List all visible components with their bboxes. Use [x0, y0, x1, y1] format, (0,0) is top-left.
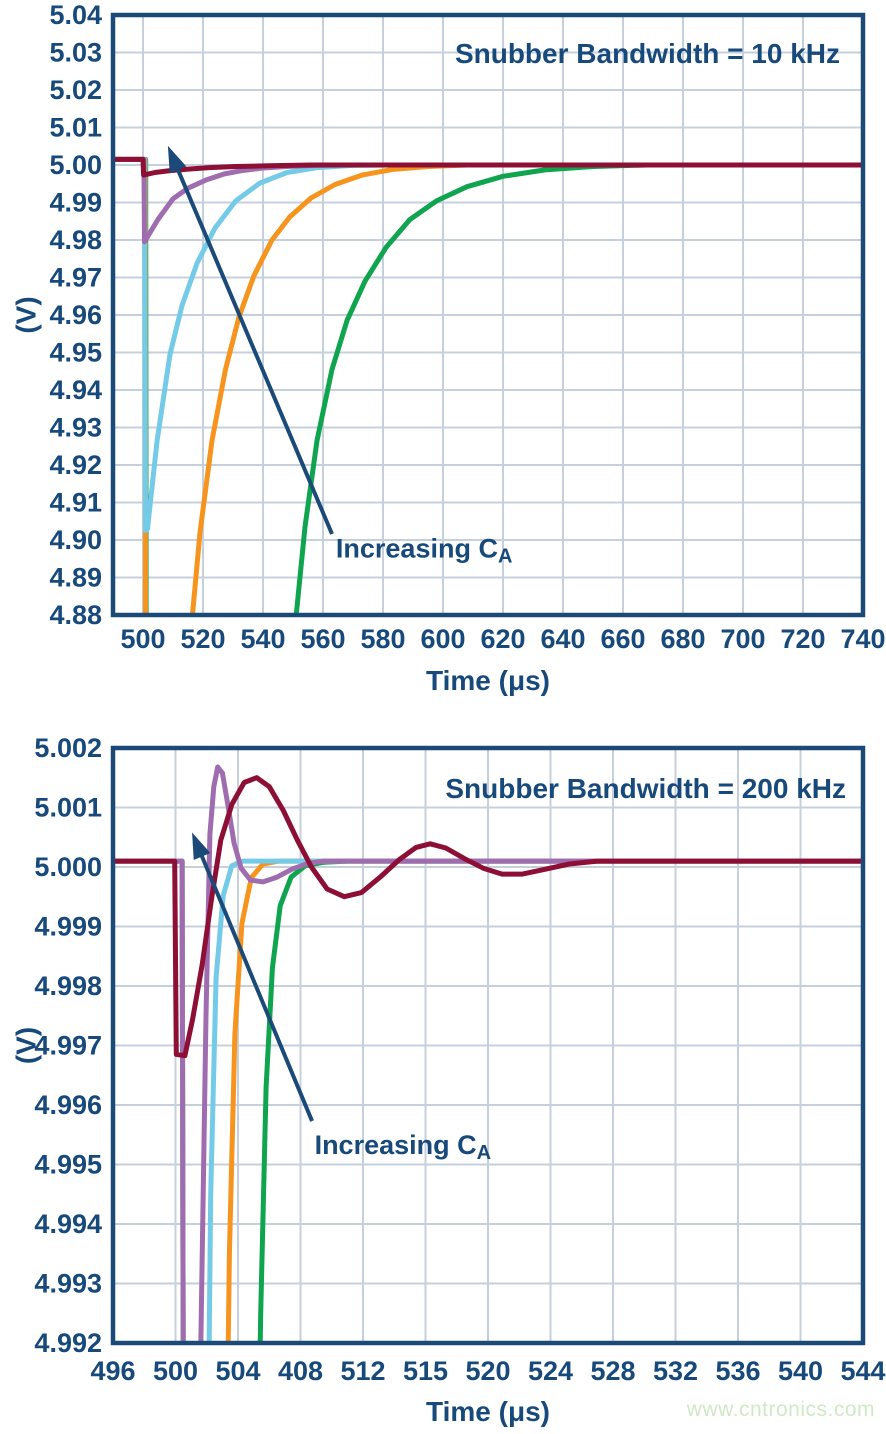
increasing-ca-arrow-line: [173, 163, 334, 535]
series-curve-purple: [113, 156, 863, 245]
x-tick-label: 520: [465, 1356, 510, 1386]
grid-lines: [113, 748, 863, 1343]
series-curve-maroon-smallest-ca: [113, 775, 863, 1059]
y-tick-label: 4.995: [34, 1150, 102, 1180]
y-axis-title: (V): [11, 296, 42, 333]
annotation-main-text: Increasing C: [315, 1130, 477, 1160]
x-tick-label: 528: [590, 1356, 635, 1386]
snubber-200khz-chart: 5.002 5.001 5.000 4.999 4.998 4.997 4.996 4.995…: [11, 733, 886, 1427]
y-tick-label: 5.02: [49, 75, 102, 105]
x-axis-title: Time (μs): [426, 1396, 550, 1427]
plot-frame: [110, 745, 866, 1346]
x-tick-label: 520: [180, 624, 225, 654]
y-tick-label: 5.002: [34, 733, 102, 763]
y-tick-label: 4.92: [49, 450, 102, 480]
x-tick-label: 620: [480, 624, 525, 654]
series-curve-orange: [113, 156, 863, 615]
y-tick-label: 4.99: [49, 188, 102, 218]
y-tick-label: 4.96: [49, 300, 102, 330]
y-tick-label: 4.992: [34, 1328, 102, 1358]
x-tick-label: 532: [653, 1356, 698, 1386]
y-tick-label: 4.93: [49, 413, 102, 443]
y-tick-label: 5.01: [49, 113, 102, 143]
chart-title: Snubber Bandwidth = 200 kHz: [445, 773, 846, 804]
y-tick-label: 4.996: [34, 1090, 102, 1120]
x-tick-label: 580: [360, 624, 405, 654]
y-tick-label: 5.00: [49, 150, 102, 180]
y-tick-label: 4.999: [34, 912, 102, 942]
y-tick-label: 4.88: [49, 600, 102, 630]
x-tick-label: 408: [278, 1356, 323, 1386]
y-tick-label: 5.03: [49, 38, 102, 68]
x-tick-label: 515: [403, 1356, 448, 1386]
series-curve-maroon-smallest-ca: [113, 156, 863, 178]
x-axis-title: Time (μs): [426, 665, 550, 696]
x-tick-label: 660: [600, 624, 645, 654]
x-tick-label: 500: [120, 624, 165, 654]
y-tick-label: 4.993: [34, 1269, 102, 1299]
x-tick-label: 496: [90, 1356, 135, 1386]
x-tick-label: 540: [240, 624, 285, 654]
x-tick-label: 740: [840, 624, 885, 654]
series-curve-green-largest-ca: [113, 156, 863, 615]
y-tick-label: 4.94: [49, 375, 102, 405]
y-tick-label: 4.998: [34, 971, 102, 1001]
annotation-subscript: A: [477, 1142, 491, 1164]
annotation-subscript: A: [498, 545, 512, 567]
x-tick-label: 680: [660, 624, 705, 654]
y-tick-label: 4.997: [34, 1031, 102, 1061]
increasing-ca-annotation: Increasing CA: [336, 533, 513, 567]
arrowhead-icon: [192, 832, 211, 860]
y-tick-label: 4.91: [49, 488, 102, 518]
x-tick-label: 600: [420, 624, 465, 654]
y-axis-title: (V): [11, 1027, 42, 1064]
increasing-ca-annotation: Increasing CA: [315, 1130, 492, 1164]
annotation-main-text: Increasing C: [336, 533, 498, 563]
series-curve-purple: [113, 764, 863, 1343]
increasing-ca-arrow-line: [197, 850, 314, 1122]
watermark-text: www.cntronics.com: [686, 1398, 875, 1421]
y-tick-label: 4.97: [49, 263, 102, 293]
x-tick-label: 524: [528, 1356, 573, 1386]
x-tick-label: 700: [720, 624, 765, 654]
y-tick-label: 4.98: [49, 225, 102, 255]
x-tick-label: 720: [780, 624, 825, 654]
y-tick-label: 4.89: [49, 563, 102, 593]
x-tick-label: 540: [778, 1356, 823, 1386]
y-tick-label: 5.001: [34, 793, 102, 823]
x-tick-label: 640: [540, 624, 585, 654]
x-tick-label: 500: [153, 1356, 198, 1386]
series-curve-cyan: [113, 156, 863, 534]
y-tick-label: 4.994: [34, 1209, 102, 1239]
x-tick-label: 504: [215, 1356, 260, 1386]
arrowhead-icon: [167, 145, 187, 174]
snubber-10khz-chart: 5.04 5.03 5.02 5.01 5.00 4.99 4.98 4.97 4.96 4.95…: [11, 0, 886, 696]
y-tick-label: 5.04: [49, 0, 102, 30]
y-tick-label: 4.95: [49, 338, 102, 368]
y-tick-label: 4.90: [49, 525, 102, 555]
y-tick-label: 5.000: [34, 852, 102, 882]
x-tick-label: 544: [840, 1356, 885, 1386]
grid-lines: [113, 15, 863, 615]
plot-frame: [110, 12, 866, 618]
x-tick-label: 536: [715, 1356, 760, 1386]
x-tick-label: 512: [340, 1356, 385, 1386]
x-tick-label: 560: [300, 624, 345, 654]
chart-title: Snubber Bandwidth = 10 kHz: [455, 38, 840, 69]
